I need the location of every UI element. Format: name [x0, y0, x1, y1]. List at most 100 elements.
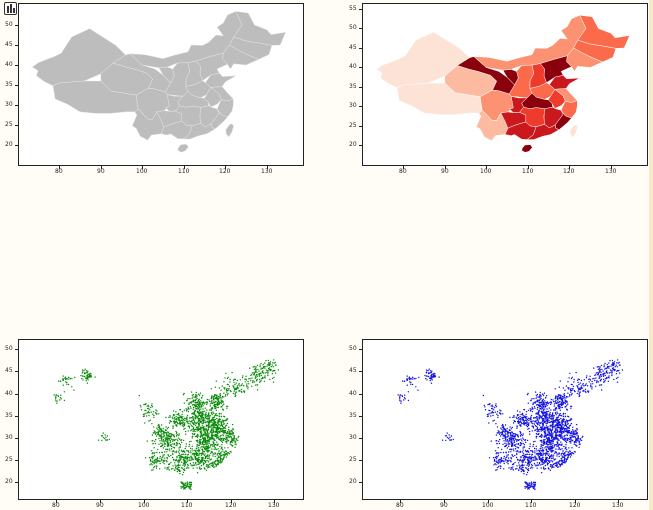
scatter-point	[509, 439, 511, 442]
scatter-point	[548, 443, 550, 446]
scatter-point	[237, 439, 239, 442]
scatter-point	[512, 466, 514, 468]
scatter-point	[496, 467, 499, 469]
scatter-point	[512, 435, 515, 438]
scatter-point	[543, 431, 546, 434]
scatter-point	[538, 450, 540, 452]
scatter-point	[187, 398, 189, 400]
scatter-point	[544, 432, 547, 434]
scatter-point	[231, 371, 233, 374]
scatter-point	[264, 372, 267, 374]
scatter-point	[202, 405, 204, 407]
scatter-point	[163, 433, 165, 435]
scatter-point	[199, 402, 201, 404]
scatter-point	[536, 412, 538, 414]
scatter-point	[551, 464, 553, 466]
scatter-point	[555, 418, 557, 421]
scatter-point	[197, 399, 199, 402]
scatter-point	[569, 395, 571, 397]
scatter-point	[514, 445, 517, 448]
scatter-point	[173, 459, 175, 461]
scatter-point	[235, 382, 237, 384]
scatter-point	[246, 383, 248, 385]
scatter-point	[187, 430, 189, 432]
scatter-point	[503, 455, 505, 458]
scatter-point	[546, 418, 549, 420]
scatter-point	[570, 454, 573, 456]
scatter-point	[208, 416, 211, 418]
scatter-point	[219, 430, 221, 432]
scatter-point	[200, 432, 203, 434]
scatter-point	[232, 432, 234, 434]
scatter-point	[493, 458, 496, 461]
scatter-point	[196, 472, 199, 474]
scatter-point	[229, 381, 231, 383]
scatter-point	[240, 388, 243, 390]
scatter-point	[502, 425, 504, 427]
scatter-point	[182, 467, 184, 469]
scatter-point	[208, 456, 210, 458]
scatter-point	[502, 423, 504, 426]
scatter-point	[561, 398, 563, 400]
scatter-point	[603, 364, 605, 366]
scatter-point	[548, 419, 550, 422]
scatter-point	[596, 366, 598, 368]
scatter-point	[502, 435, 504, 437]
scatter-point	[256, 364, 259, 367]
chart-toolbar-icon[interactable]	[4, 2, 17, 15]
scatter-point	[214, 414, 216, 417]
scatter-point	[271, 377, 274, 380]
scatter-point	[167, 454, 169, 456]
scatter-point	[448, 434, 450, 436]
scatter-point	[209, 466, 211, 468]
scatter-point	[541, 447, 544, 449]
scatter-point	[55, 396, 57, 399]
scatter-point	[149, 458, 152, 461]
scatter-point	[540, 430, 542, 432]
scatter-point	[507, 444, 509, 446]
scatter-point	[196, 410, 199, 412]
scatter-point	[63, 391, 66, 393]
scatter-point	[175, 416, 177, 418]
scatter-point	[163, 460, 165, 462]
scatter-point	[158, 435, 160, 437]
scatter-point	[561, 429, 563, 431]
scatter-point	[542, 425, 544, 427]
scatter-point	[217, 398, 219, 400]
scatter-point	[594, 379, 596, 382]
scatter-point	[555, 402, 558, 404]
scatter-point	[507, 463, 509, 465]
region-hainan	[521, 144, 533, 153]
scatter-point	[539, 393, 541, 396]
region-guangdong	[526, 124, 560, 140]
scatter-point	[215, 394, 217, 396]
scatter-point	[542, 451, 544, 453]
scatter-point	[209, 400, 211, 403]
scatter-point	[528, 484, 530, 487]
region-taiwan	[569, 124, 578, 139]
scatter-point	[541, 399, 543, 402]
scatter-point	[545, 458, 547, 461]
scatter-point	[538, 414, 541, 416]
scatter-point	[188, 459, 191, 461]
scatter-point	[102, 436, 105, 439]
scatter-point	[577, 436, 579, 439]
scatter-point	[546, 450, 548, 452]
scatter-point	[524, 458, 526, 460]
scatter-point	[217, 419, 220, 421]
y-tick-mark	[15, 85, 18, 86]
scatter-point	[55, 394, 58, 396]
scatter-point	[244, 378, 247, 380]
scatter-point	[501, 433, 504, 435]
scatter-point	[257, 368, 259, 371]
scatter-point	[160, 445, 162, 448]
scatter-point	[517, 419, 519, 421]
scatter-point	[507, 460, 509, 462]
scatter-point	[555, 443, 558, 446]
scatter-point	[561, 421, 564, 423]
scatter-point	[183, 392, 185, 395]
scatter-point	[150, 411, 152, 413]
scatter-point	[237, 436, 239, 439]
scatter-point	[561, 431, 563, 434]
scatter-point	[507, 440, 509, 443]
